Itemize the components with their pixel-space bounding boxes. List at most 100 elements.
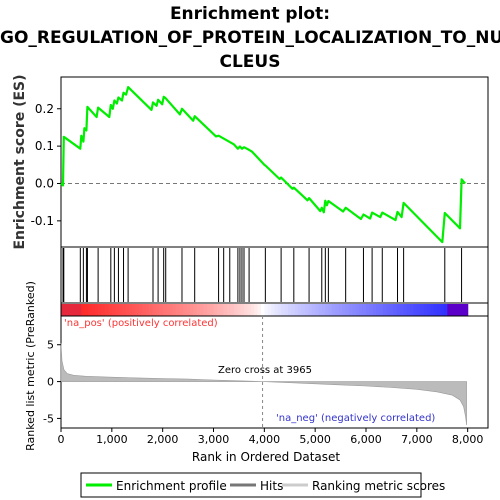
color-bar-segment [250,304,255,316]
color-bar-segment [399,304,404,316]
color-bar-segment [393,304,398,316]
color-bar-segment [315,304,320,316]
color-bar-segment [372,304,377,316]
color-bar-segment [138,304,143,316]
color-bar-segment [220,304,225,316]
color-bar-segment [213,304,218,316]
color-bar-segment [321,304,326,316]
enrichment-profile-line [60,86,466,244]
color-bar-segment [416,304,421,316]
x-axis: 0 1,000 2,000 3,000 4,000 5,000 6,000 7,000 8,00… [58,428,484,446]
color-bar-segment [389,304,394,316]
ranked-list-panel: -5 0 5 [43,315,489,429]
x-tick-label: 6,000 [350,433,382,446]
color-bar-segment [199,304,204,316]
color-bar-segment [423,304,428,316]
color-bar-segment [115,304,120,316]
color-bar-segment [233,304,238,316]
color-bar-segment [352,304,357,316]
color-bar-segment [359,304,364,316]
color-bar-segment [464,304,469,316]
color-bar-segment [193,304,198,316]
color-bar-segment [179,304,184,316]
color-bar-segment [186,304,191,316]
color-bar-segment [105,304,110,316]
color-bar-segment [345,304,350,316]
color-bar-segment [122,304,126,316]
color-bar-segment [271,304,276,316]
color-bar-segment [450,304,455,316]
chart-title-line-3: CLEUS [219,52,281,72]
color-bar-segment [454,304,459,316]
color-bar-segment [328,304,333,316]
color-bar-segment [366,304,370,316]
color-bar-segment [155,304,160,316]
color-bar-segment [443,304,448,316]
color-bar-segment [406,304,411,316]
es-y-tick-label: -0.1 [31,214,54,228]
color-bar-segment [61,304,65,316]
es-y-tick-label: 0.0 [35,176,54,190]
color-bar-segment [91,304,96,316]
color-bar-segment [128,304,133,316]
legend: Enrichment profile Hits Ranking metric s… [80,472,445,498]
enrichment-score-panel: -0.1 0.0 0.1 0.2 [31,76,489,248]
color-bar-segment [240,304,245,316]
color-bar-segment [349,304,354,316]
x-tick-label: 7,000 [401,433,433,446]
color-bar-segment [325,304,330,316]
es-y-tick-label: 0.2 [35,102,54,116]
color-bar-segment [369,304,374,316]
color-bar-segment [355,304,360,316]
color-bar-segment [433,304,438,316]
color-bar-segment [291,304,296,316]
color-bar-segment [81,304,86,316]
color-bar-segment [437,304,442,316]
legend-label-ranking-metric: Ranking metric scores [312,479,445,493]
color-bar-segment [342,304,347,316]
color-bar-segment [176,304,181,316]
x-axis-label: Rank in Ordered Dataset [192,450,340,464]
legend-label-enrichment-profile: Enrichment profile [116,479,227,493]
rank-plot-area [60,315,489,429]
color-bar-segment [227,304,232,316]
color-bar-segment [457,304,462,316]
color-bar-segment [247,304,252,316]
color-bar-segment [118,304,123,316]
color-bar-segment [260,304,265,316]
color-bar-segment [237,304,242,316]
color-bar-segment [284,304,289,316]
color-bar-segment [427,304,431,316]
color-bar-segment [125,304,130,316]
color-bar-segment [305,304,309,316]
color-bar-segment [277,304,282,316]
rank-y-axis-label: Ranked list metric (PreRanked) [24,281,37,451]
color-bar-segment [183,304,187,316]
x-tick-label: 4,000 [249,433,281,446]
x-tick-label: 8,000 [452,433,484,446]
color-bar-segment [196,304,201,316]
color-bar-segment [84,304,89,316]
color-bar-segment [189,304,194,316]
color-bar-segment [264,304,269,316]
x-tick-label: 0 [58,433,65,446]
es-y-axis-label: Enrichment score (ES) [12,74,28,249]
color-bar-segment [111,304,116,316]
color-bar-segment [149,304,154,316]
positive-correlation-label: 'na_pos' (positively correlated) [64,318,218,329]
color-bar-segment [420,304,425,316]
color-bar-segment [318,304,323,316]
color-bar-segment [152,304,157,316]
x-tick-label: 5,000 [299,433,331,446]
chart-title: Enrichment plot: GO_REGULATION_OF_PROTEI… [0,2,500,74]
color-bar-segment [332,304,337,316]
color-bar-segment [430,304,435,316]
color-bar-segment [244,304,248,316]
ranking-metric-area [60,343,467,426]
correlation-color-bar [60,302,489,317]
color-bar-segment [301,304,306,316]
legend-label-hits: Hits [260,479,283,493]
color-bar-segment [311,304,316,316]
color-bar-segment [71,304,76,316]
